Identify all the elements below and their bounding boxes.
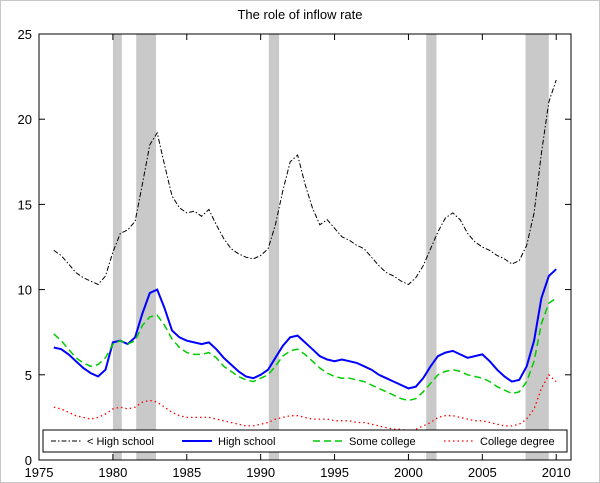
- series-lt-high-school: [53, 79, 557, 286]
- legend-label-high-school: High school: [218, 436, 275, 448]
- legend-box: [42, 429, 568, 453]
- y-tick-label: 25: [18, 27, 32, 42]
- x-tick-label: 1995: [320, 465, 349, 480]
- y-tick-label: 20: [18, 112, 32, 127]
- y-tick-label: 5: [25, 368, 32, 383]
- legend-label-lt-high-school: < High school: [87, 436, 154, 448]
- series-college-degree: [53, 373, 557, 432]
- legend-label-college-degree: College degree: [480, 436, 555, 448]
- legend-label-some-college: Some college: [349, 436, 416, 448]
- recession-band: [525, 34, 549, 460]
- y-tick-label: 0: [25, 453, 32, 468]
- series-some-college: [53, 297, 557, 402]
- x-tick-label: 1990: [246, 465, 275, 480]
- recession-band: [268, 34, 280, 460]
- x-tick-label: 1980: [98, 465, 127, 480]
- y-tick-label: 10: [18, 283, 32, 298]
- plot-border: [38, 33, 572, 461]
- x-tick-label: 2000: [394, 465, 423, 480]
- x-tick-label: 2005: [468, 465, 497, 480]
- chart-title: The role of inflow rate: [237, 7, 363, 22]
- x-tick-label: 1985: [172, 465, 201, 480]
- y-tick-label: 15: [18, 197, 32, 212]
- x-tick-label: 2010: [542, 465, 571, 480]
- recession-band: [136, 34, 156, 460]
- series-high-school: [53, 268, 557, 390]
- x-tick-label: 1975: [25, 465, 54, 480]
- recession-band: [112, 34, 122, 460]
